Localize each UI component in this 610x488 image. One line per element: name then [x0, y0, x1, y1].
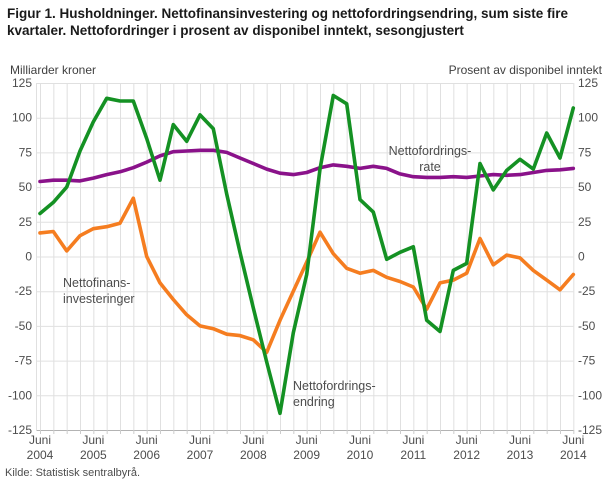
x-tick-label-year: 2009	[293, 448, 320, 462]
x-tick-label-month: Juni	[29, 433, 51, 447]
series-label: endring	[293, 395, 335, 409]
series-label: Nettofinans-	[63, 276, 130, 290]
x-tick-label-month: Juni	[349, 433, 371, 447]
left-axis-title: Milliarder kroner	[10, 63, 97, 77]
x-tick-label-year: 2014	[560, 448, 587, 462]
series-label: Nettofordrings-	[389, 144, 472, 158]
y-tick-label-right: 50	[578, 180, 592, 194]
right-axis-title: Prosent av disponibel inntekt	[448, 63, 602, 77]
y-tick-label-right: -75	[578, 354, 596, 368]
x-tick-label-year: 2004	[27, 448, 54, 462]
gridlines	[36, 83, 575, 431]
x-tick-label-year: 2010	[347, 448, 374, 462]
x-tick-label-year: 2005	[80, 448, 107, 462]
x-tick-label-month: Juni	[242, 433, 264, 447]
series-label: rate	[419, 160, 441, 174]
series-label: investeringer	[63, 292, 135, 306]
y-tick-label-left: 125	[12, 76, 32, 90]
x-tick-labels: Juni2004Juni2005Juni2006Juni2007Juni2008…	[27, 433, 587, 462]
y-tick-label-right: -125	[578, 423, 602, 437]
y-tick-labels: 125 125 100 100 75 75 50 50 25 25 0 0 -25 -25 -50 -50 -7…	[8, 76, 602, 437]
y-tick-label-left: 25	[19, 215, 33, 229]
x-tick-label-year: 2008	[240, 448, 267, 462]
y-tick-label-right: -100	[578, 388, 602, 402]
y-tick-label-right: -50	[578, 319, 596, 333]
series-label: Nettofordrings-	[293, 379, 376, 393]
y-tick-label-left: -75	[15, 354, 33, 368]
x-tick-label-month: Juni	[136, 433, 158, 447]
x-tick-label-year: 2012	[453, 448, 480, 462]
x-tick-label-year: 2006	[133, 448, 160, 462]
y-tick-label-left: -25	[15, 284, 33, 298]
figure-title: Figur 1. Husholdninger. Nettofinansinves…	[7, 6, 569, 38]
x-tick-label-month: Juni	[509, 433, 531, 447]
y-tick-label-left: -50	[15, 319, 33, 333]
y-tick-label-left: 50	[19, 180, 33, 194]
x-tick-label-year: 2013	[507, 448, 534, 462]
source-note: Kilde: Statistisk sentralbyrå.	[5, 467, 141, 479]
x-tick-label-month: Juni	[296, 433, 318, 447]
y-tick-label-right: 0	[578, 250, 585, 264]
y-tick-label-left: -100	[8, 388, 32, 402]
x-tick-label-month: Juni	[82, 433, 104, 447]
series-line-nettofordringsendring	[38, 93, 576, 416]
x-tick-label-month: Juni	[562, 433, 584, 447]
x-tick-label-month: Juni	[456, 433, 478, 447]
x-tick-label-year: 2011	[400, 448, 426, 462]
y-tick-label-right: 125	[578, 76, 598, 90]
series-labels: Nettofinans-investeringer Nettofordrings-…	[63, 144, 471, 409]
y-tick-label-left: -125	[8, 423, 32, 437]
y-tick-label-right: -25	[578, 284, 596, 298]
x-tick-label-month: Juni	[189, 433, 211, 447]
y-tick-label-right: 100	[578, 111, 598, 125]
y-tick-label-right: 25	[578, 215, 592, 229]
y-tick-label-left: 0	[25, 250, 32, 264]
y-tick-label-left: 100	[12, 111, 32, 125]
x-axis	[36, 430, 575, 434]
x-tick-label-year: 2007	[187, 448, 214, 462]
y-tick-label-left: 75	[19, 145, 33, 159]
series-line-nettofordringsrate	[38, 148, 576, 184]
x-tick-label-month: Juni	[402, 433, 424, 447]
y-tick-label-right: 75	[578, 145, 592, 159]
